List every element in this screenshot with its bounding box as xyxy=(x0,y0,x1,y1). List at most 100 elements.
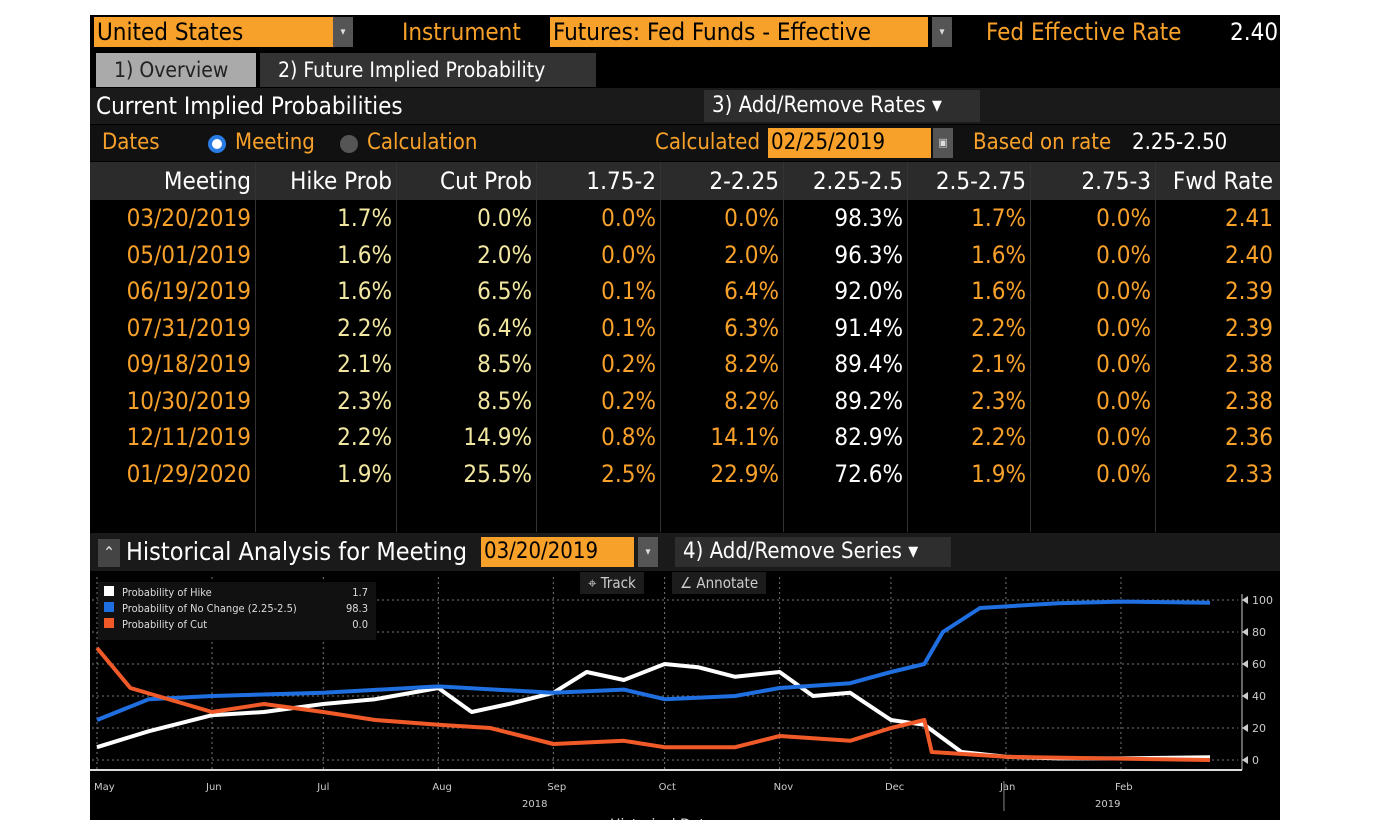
table-cell: 0.1% xyxy=(601,313,656,342)
historical-meeting-dropdown-arrow[interactable]: ▾ xyxy=(638,537,658,567)
series-line xyxy=(96,599,1211,722)
table-row[interactable]: 12/11/2019 2.2% 14.9% 0.8% 14.1% 82.9% 2.2% 0.0… xyxy=(90,419,1280,455)
column-header[interactable]: 2.5-2.75 xyxy=(935,167,1026,195)
y-tick-label: 60 xyxy=(1252,658,1266,671)
table-cell: 14.9% xyxy=(463,423,532,451)
table-cell: 2.33 xyxy=(1224,459,1273,488)
table-cell: 1.9% xyxy=(337,459,392,488)
table-row[interactable]: 07/31/2019 2.2% 6.4% 0.1% 6.3% 91.4% 2.2% 0.0% 2… xyxy=(90,310,1280,346)
table-cell: 14.1% xyxy=(710,423,779,451)
y-tick xyxy=(1242,724,1248,732)
y-tick xyxy=(1242,628,1248,636)
table-row[interactable]: 09/18/2019 2.1% 8.5% 0.2% 8.2% 89.4% 2.1% 0.0% 2… xyxy=(90,346,1280,382)
legend-swatch xyxy=(104,618,114,628)
country-select[interactable]: United States xyxy=(94,17,333,47)
column-divider xyxy=(907,162,908,532)
y-tick xyxy=(1242,596,1248,604)
based-on-rate-label: Based on rate xyxy=(973,130,1112,155)
table-row[interactable]: 05/01/2019 1.6% 2.0% 0.0% 2.0% 96.3% 1.6% 0.0% 2… xyxy=(90,237,1280,273)
table-cell: 2.5% xyxy=(601,459,656,488)
table-cell: 0.0% xyxy=(1096,240,1151,269)
x-tick-label: May xyxy=(94,782,115,793)
table-row[interactable]: 06/19/2019 1.6% 6.5% 0.1% 6.4% 92.0% 1.6% 0.0% 2… xyxy=(90,273,1280,309)
historical-meeting-select[interactable]: 03/20/2019 xyxy=(481,537,634,567)
table-cell: 6.3% xyxy=(724,313,779,342)
table-cell: 0.0% xyxy=(1096,386,1151,415)
column-divider xyxy=(536,162,537,532)
legend-item[interactable]: Probability of Cut 0.0 xyxy=(104,618,368,632)
chart-legend: Probability of Hike 1.7 Probability of No … xyxy=(98,582,376,640)
crosshair-icon: ⌖ xyxy=(588,574,601,592)
fed-rate-value: 2.40 xyxy=(1230,18,1279,46)
track-button[interactable]: ⌖ Track xyxy=(580,572,644,594)
country-dropdown-arrow[interactable]: ▾ xyxy=(333,17,353,47)
annotate-button[interactable]: ∠ Annotate xyxy=(672,572,767,594)
calculated-date-input[interactable]: 02/25/2019 xyxy=(768,128,931,158)
table-cell: 2.1% xyxy=(971,350,1026,378)
table-cell: 2.38 xyxy=(1224,350,1273,378)
table-cell: 0.0% xyxy=(1096,423,1151,451)
terminal-panel: United States ▾ Instrument Futures: Fed … xyxy=(90,15,1280,820)
column-divider xyxy=(1155,162,1156,532)
column-header[interactable]: Fwd Rate xyxy=(1172,167,1273,195)
meeting-radio-label[interactable]: Meeting xyxy=(235,130,315,155)
instrument-dropdown-arrow[interactable]: ▾ xyxy=(932,17,952,47)
column-divider xyxy=(255,162,256,532)
collapse-icon[interactable]: ⌃ xyxy=(98,539,120,567)
table-cell: 05/01/2019 xyxy=(126,240,251,269)
x-tick-label: Jun xyxy=(205,782,222,793)
x-tick-label: Oct xyxy=(659,782,676,793)
table-row[interactable]: 10/30/2019 2.3% 8.5% 0.2% 8.2% 89.2% 2.3% 0.0% 2… xyxy=(90,383,1280,419)
y-tick-label: 80 xyxy=(1252,626,1266,639)
table-row[interactable]: 01/29/2020 1.9% 25.5% 2.5% 22.9% 72.6% 1.9% 0.0… xyxy=(90,456,1280,492)
legend-label: Probability of Hike xyxy=(122,586,212,599)
calculation-radio-icon[interactable] xyxy=(340,135,358,153)
x-tick-label: Jan xyxy=(999,782,1015,793)
tab-overview[interactable]: 1) Overview xyxy=(96,53,256,87)
based-on-rate-value: 2.25-2.50 xyxy=(1132,130,1228,155)
column-header[interactable]: 2-2.25 xyxy=(709,167,779,195)
legend-label: Probability of Cut xyxy=(122,618,208,631)
legend-label: Probability of No Change (2.25-2.5) xyxy=(122,602,297,615)
calendar-icon[interactable]: ▣ xyxy=(933,128,953,158)
column-header[interactable]: Meeting xyxy=(163,167,251,195)
table-cell: 89.2% xyxy=(834,386,903,415)
column-header[interactable]: Hike Prob xyxy=(290,167,392,195)
table-cell: 1.7% xyxy=(971,204,1026,232)
annotate-label: Annotate xyxy=(696,574,759,592)
x-tick-label: Aug xyxy=(432,782,452,793)
table-cell: 0.1% xyxy=(601,277,656,305)
table-cell: 2.2% xyxy=(971,313,1026,342)
table-cell: 0.0% xyxy=(1096,350,1151,378)
legend-value: 98.3 xyxy=(345,602,368,615)
tab-future-implied-probability[interactable]: 2) Future Implied Probability xyxy=(260,53,596,87)
add-remove-series-button[interactable]: 4) Add/Remove Series ▾ xyxy=(675,537,951,567)
calculation-radio-label[interactable]: Calculation xyxy=(367,130,478,155)
legend-item[interactable]: Probability of Hike 1.7 xyxy=(104,586,368,600)
add-remove-rates-button[interactable]: 3) Add/Remove Rates ▾ xyxy=(704,90,980,122)
legend-swatch xyxy=(104,586,114,596)
column-header[interactable]: 2.75-3 xyxy=(1081,167,1151,195)
instrument-select[interactable]: Futures: Fed Funds - Effective xyxy=(550,17,928,47)
x-axis-title: Historical Date xyxy=(610,817,714,820)
column-header[interactable]: 1.75-2 xyxy=(586,167,656,195)
calculated-label: Calculated xyxy=(655,130,761,155)
table-cell: 96.3% xyxy=(834,240,903,269)
table-cell: 12/11/2019 xyxy=(126,423,251,451)
y-tick xyxy=(1242,756,1248,764)
table-cell: 6.4% xyxy=(724,277,779,305)
table-cell: 03/20/2019 xyxy=(126,204,251,232)
table-row[interactable]: 03/20/2019 1.7% 0.0% 0.0% 0.0% 98.3% 1.7% 0.0% 2… xyxy=(90,200,1280,236)
table-cell: 82.9% xyxy=(834,423,903,451)
table-cell: 09/18/2019 xyxy=(126,350,251,378)
y-tick xyxy=(1242,692,1248,700)
table-cell: 72.6% xyxy=(834,459,903,488)
track-label: Track xyxy=(600,574,636,592)
x-tick-label: Jul xyxy=(316,782,329,793)
column-header[interactable]: 2.25-2.5 xyxy=(812,167,903,195)
legend-swatch xyxy=(104,602,114,612)
legend-item[interactable]: Probability of No Change (2.25-2.5) 98.3 xyxy=(104,602,368,616)
table-cell: 2.3% xyxy=(337,386,392,415)
column-header[interactable]: Cut Prob xyxy=(440,167,532,195)
meeting-radio-icon[interactable] xyxy=(208,135,226,153)
